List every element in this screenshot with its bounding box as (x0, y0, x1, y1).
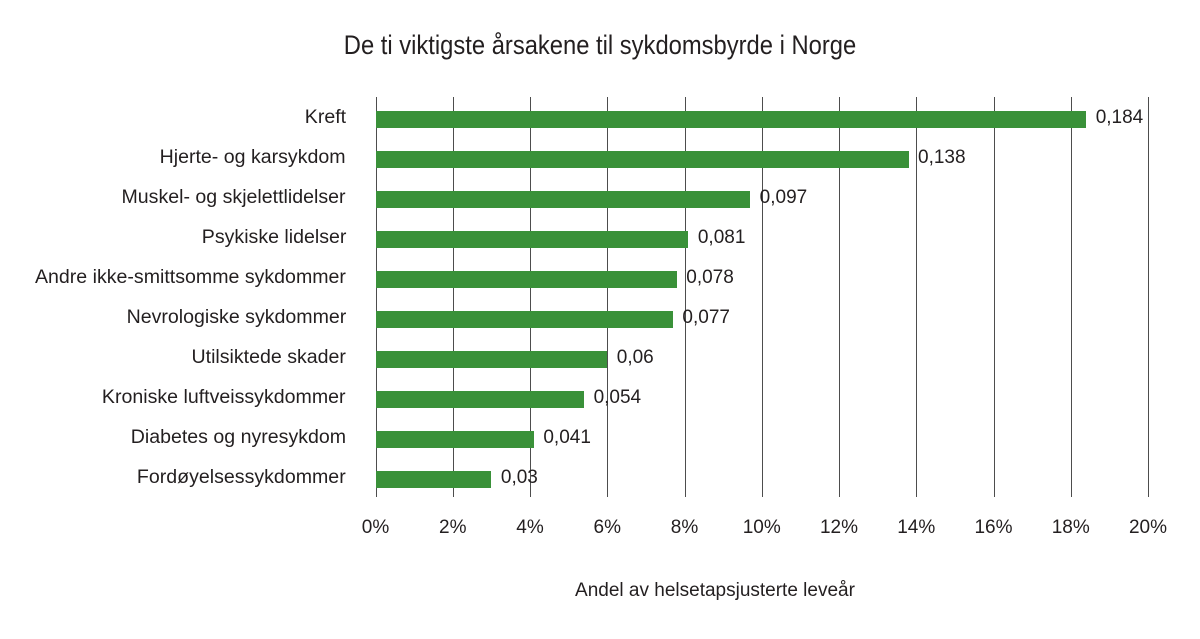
category-label: Kreft (304, 106, 346, 128)
value-label: 0,097 (759, 187, 808, 208)
category-label: Andre ikke-smittsomme sykdommer (34, 266, 346, 288)
value-label: 0,138 (918, 147, 966, 168)
bar-5 (375, 271, 677, 288)
gridline-2% (452, 97, 454, 497)
gridline-6% (607, 97, 609, 497)
value-label: 0,184 (1095, 107, 1144, 128)
category-label: Kroniske luftveissykdommer (102, 386, 346, 408)
bar-7 (375, 351, 608, 368)
x-tick-label: 4% (516, 517, 544, 538)
category-label: Psykiske lidelser (201, 226, 346, 248)
bar-10 (375, 471, 492, 488)
bar-8 (375, 391, 585, 408)
gridline-0% (375, 97, 377, 497)
bar-2 (375, 151, 909, 168)
category-label: Muskel- og skjelettlidelser (121, 186, 346, 208)
x-tick-label: 10% (742, 517, 781, 538)
gridline-16% (993, 97, 995, 497)
value-label: 0,041 (543, 427, 591, 448)
x-tick-label: 14% (897, 517, 936, 538)
bar-6 (375, 311, 673, 328)
x-tick-label: 2% (439, 517, 467, 538)
x-tick-label: 6% (593, 517, 621, 538)
gridline-8% (684, 97, 686, 497)
x-tick-label: 16% (974, 517, 1013, 538)
gridline-20% (1148, 97, 1149, 497)
category-label: Nevrologiske sykdommer (126, 306, 346, 328)
bar-4 (375, 231, 689, 248)
value-label: 0,06 (616, 347, 654, 368)
x-tick-label: 20% (1128, 517, 1168, 538)
x-axis-title: Andel av helsetapsjusterte leveår (575, 579, 855, 601)
x-tick-label: 12% (819, 517, 859, 538)
value-label: 0,081 (697, 227, 746, 248)
category-label: Hjerte- og karsykdom (160, 146, 346, 168)
gridline-10% (761, 97, 763, 497)
value-label: 0,078 (686, 267, 734, 288)
x-tick-label: 0% (361, 517, 390, 538)
gridline-18% (1070, 97, 1072, 497)
gridline-4% (530, 97, 531, 497)
value-label: 0,03 (500, 467, 538, 488)
x-tick-label: 8% (670, 517, 699, 538)
x-tick-label: 18% (1051, 517, 1090, 538)
bar-3 (375, 191, 751, 208)
value-label: 0,054 (593, 387, 642, 408)
bar-1 (375, 111, 1087, 128)
gridline-12% (839, 97, 840, 497)
category-label: Diabetes og nyresykdom (130, 426, 346, 448)
category-label: Fordøyelsessykdommer (137, 466, 346, 488)
category-label: Utilsiktede skader (191, 346, 346, 368)
value-label: 0,077 (682, 307, 730, 328)
gridline-14% (916, 97, 918, 497)
bar-9 (375, 431, 534, 448)
chart-title: De ti viktigste årsakene til sykdomsbyrd… (343, 30, 857, 60)
